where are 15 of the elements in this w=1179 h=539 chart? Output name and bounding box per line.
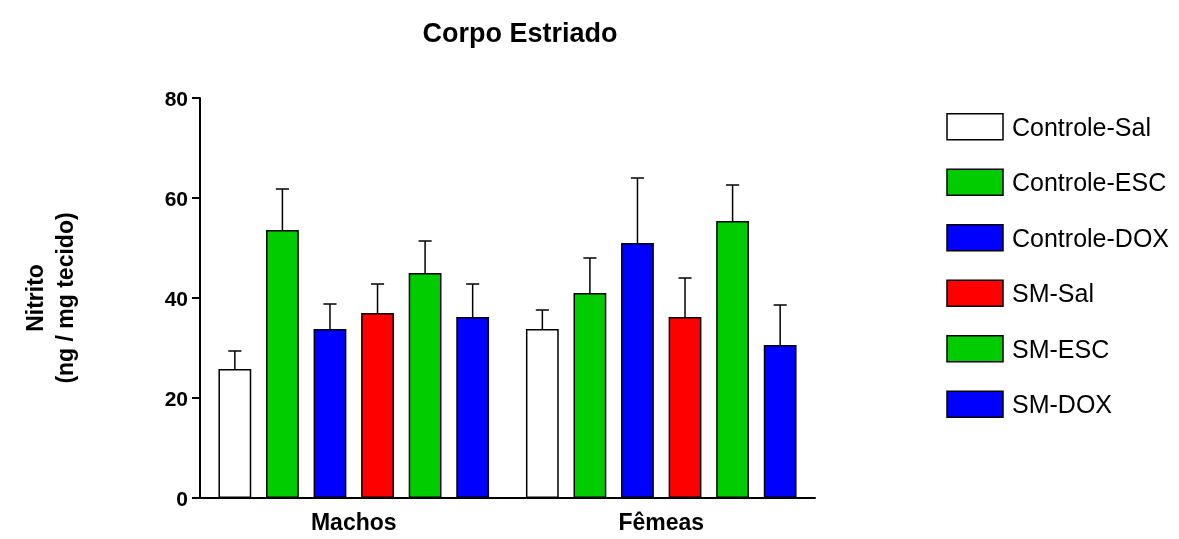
y-tick-label: 60: [164, 186, 188, 210]
chart-title: Corpo Estriado: [422, 17, 618, 48]
legend-label: Controle-DOX: [1012, 223, 1170, 252]
legend-label: Controle-Sal: [1012, 112, 1151, 141]
y-tick-label: 20: [164, 386, 188, 410]
x-tick-label: Fêmeas: [618, 508, 705, 535]
legend-label: SM-DOX: [1012, 390, 1113, 419]
y-tick-label: 80: [164, 86, 188, 110]
y-axis-title: Nitrito (ng / mg tecido): [22, 212, 78, 384]
y-tick-label: 40: [164, 286, 188, 310]
legend-label: SM-ESC: [1012, 334, 1110, 363]
legend-label: Controle-ESC: [1012, 168, 1167, 197]
x-tick-label: Machos: [310, 508, 397, 535]
y-tick-label: 0: [176, 486, 188, 510]
legend-label: SM-Sal: [1012, 279, 1094, 308]
